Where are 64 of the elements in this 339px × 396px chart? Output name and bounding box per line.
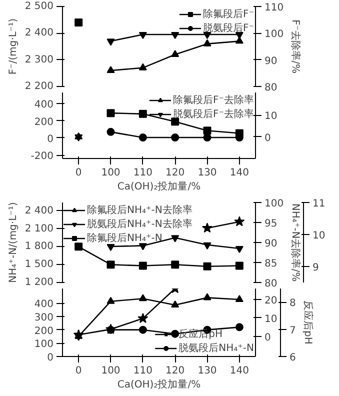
legend-label: 除氟段后NH₄⁺-N去除率 [87,204,192,217]
x-tick-label: 130 [198,168,217,178]
y-tick-label: 100 [34,339,54,350]
y-tick-label: 1 800 [24,241,54,252]
x-tick-label: 140 [230,366,249,376]
y-tick-label: 200 [34,116,54,128]
x-tick-label: 110 [133,366,152,376]
x-tick-label: 0 [75,168,82,178]
y-tick-label: 1 200 [24,277,54,288]
y-tick-label: -200 [30,151,54,162]
y2-tick-label: 0 [264,132,271,144]
y-tick-label: 2 300 [24,54,54,66]
y-tick-label: 400 [34,299,54,310]
y3-tick-label: 7 [290,325,296,336]
x-tick-label: 120 [166,366,185,376]
x-tick-label: 140 [230,168,249,178]
y2-tick-label: 90 [264,56,278,67]
x-axis-title: Ca(OH)₂投加量/% [117,180,201,192]
y-tick-label: 0 [47,134,54,145]
y3-tick-label: 8 [290,298,296,310]
legend-label: 除氟段后NH₄⁺-N [87,232,162,245]
y3-tick-label: 6 [290,352,296,364]
x-tick-label: 0 [75,366,82,376]
y2-tick-label: 0 [264,332,271,344]
y2-tick-label: 10 [264,111,278,122]
legend-label: 脱氨段后F⁻ [202,22,254,35]
x-tick-label: 100 [101,366,120,376]
legend-label: 除氟段后F⁻去除率 [172,94,254,107]
y2-tick-label: 80 [264,278,278,290]
y2-tick-label: 100 [264,198,284,210]
y-tick-label: 200 [34,326,54,337]
y2-tick-label: 95 [264,218,278,230]
y2-tick-label: 80 [264,82,278,94]
y-tick-label: 2 100 [24,223,54,234]
y-tick-label: 0 [47,352,54,364]
y2-tick-label: 110 [264,2,284,14]
legend-label: 除氟段后F⁻ [202,8,254,21]
y-tick-label: 2 200 [24,81,54,92]
y-tick-label: 1 500 [24,259,54,270]
y2-tick-label: 85 [264,258,278,270]
y3-tick-label: 9 [312,262,319,274]
y3-tick-label: 11 [312,198,326,210]
y2-tick-label: 20 [264,296,278,307]
legend-label: 脱氨段后NH₄⁺-N去除率 [87,218,192,231]
y-tick-label: 2 500 [24,1,54,12]
y2-tick-label: 10 [264,314,278,325]
y-tick-label: 300 [34,312,54,324]
x-axis-title: Ca(OH)₂投加量/% [117,378,201,390]
y-tick-label: 400 [34,100,54,111]
y-axis-title: NH₄⁺-N/(mg·L⁻¹) [8,202,19,283]
y2-axis-title: F⁻去除率/% [290,20,302,74]
y3-axis-title: 反应后pH [302,300,314,344]
y-axis-title: F⁻/(mg·L⁻¹) [8,18,19,75]
y2-tick-label: 100 [264,29,284,40]
x-tick-label: 110 [133,168,152,178]
x-tick-label: 120 [166,168,185,178]
x-tick-label: 130 [198,366,217,376]
y2-tick-label: 90 [264,238,278,250]
legend-label: 脱氨段后NH₄⁺-N [178,342,254,355]
y2-axis-title: NH₄⁺-N去除率/% [290,203,302,282]
x-tick-label: 100 [101,168,120,178]
y-tick-label: 2 400 [24,28,54,39]
y3-tick-label: 10 [312,230,326,242]
y-tick-label: 2 400 [24,205,54,216]
